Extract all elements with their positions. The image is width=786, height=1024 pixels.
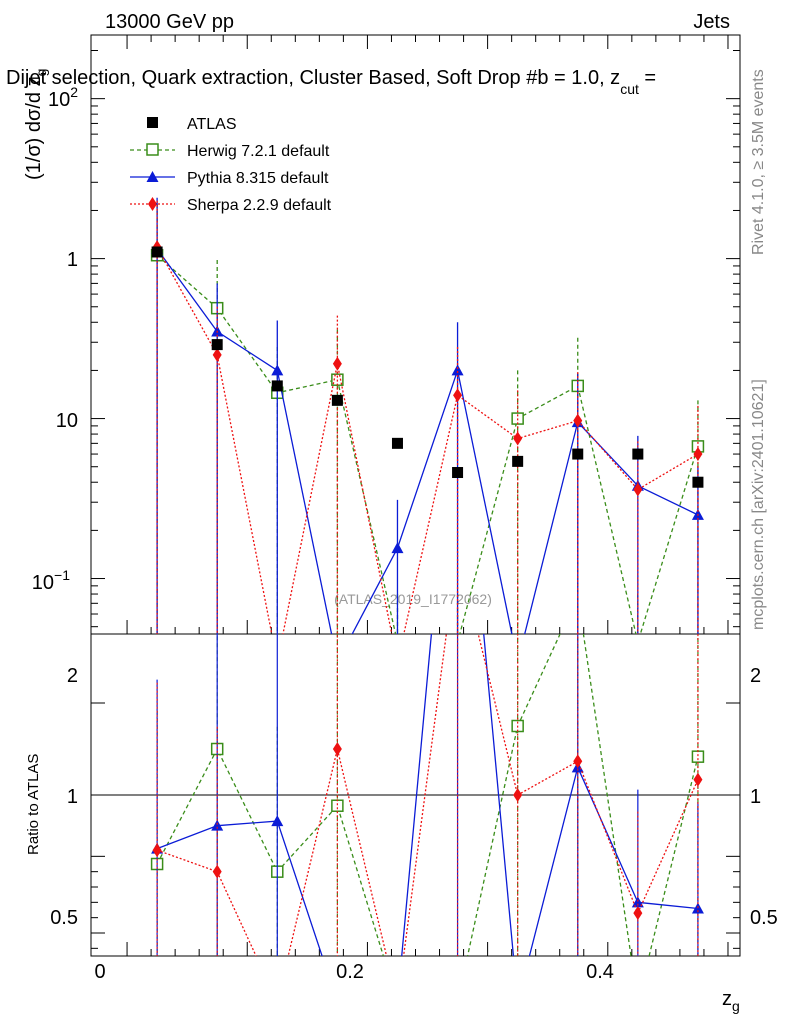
atlas-point — [512, 455, 524, 467]
legend-label-sherpa: Sherpa 2.2.9 default — [187, 197, 332, 214]
pythia-ratio-point — [391, 996, 403, 1007]
herwig-point — [392, 637, 403, 648]
sherpa-ratio-point — [513, 788, 523, 802]
sherpa-point — [212, 347, 222, 362]
atlas-point — [572, 448, 584, 460]
x-tick-label-1: 0.2 — [336, 961, 364, 983]
legend: ATLAS Herwig 7.2.1 default Pythia 8.315 … — [130, 116, 332, 214]
legend-marker-sherpa — [148, 197, 157, 211]
legend-marker-pythia — [146, 171, 159, 182]
pythia-ratio-point — [512, 996, 524, 1007]
x-tick-label-2: 0.4 — [586, 961, 614, 983]
legend-marker-herwig — [146, 143, 159, 156]
atlas-point — [211, 339, 223, 351]
analysis-watermark: (ATLAS_2019_I1772062) — [334, 591, 492, 607]
pythia-point — [271, 364, 284, 376]
energy-label: 13000 GeV pp — [105, 11, 234, 33]
pythia-ratio-point — [271, 815, 284, 827]
herwig-point — [632, 637, 643, 648]
pythia-point — [391, 542, 404, 554]
sherpa-line — [156, 246, 699, 634]
sherpa-ratio-point — [332, 742, 342, 756]
sherpa-ratio-point — [273, 995, 282, 1009]
ratio-tick-label-0p5: 0.5 — [50, 907, 78, 929]
sherpa-ratio-point — [573, 754, 583, 769]
sherpa-ratio-point — [212, 864, 222, 879]
atlas-point — [692, 476, 704, 488]
sherpa-point — [393, 655, 402, 669]
sherpa-point — [693, 447, 703, 462]
herwig-line — [156, 254, 699, 634]
series-layer — [150, 197, 705, 1009]
herwig-ratio-point — [392, 997, 403, 1008]
axis-ticks — [91, 35, 740, 956]
atlas-point — [452, 467, 464, 479]
ratio-tick-label-1-right: 1 — [750, 786, 761, 808]
y-tick-label-10: 1 — [67, 249, 78, 271]
process-label: Jets — [693, 11, 730, 33]
sherpa-point — [513, 431, 523, 446]
ratio-tick-label-2-right: 2 — [750, 665, 761, 687]
legend-label-herwig: Herwig 7.2.1 default — [187, 143, 330, 160]
sherpa-point — [453, 388, 463, 403]
ratio-axis-title: Ratio to ATLAS — [25, 754, 42, 855]
sherpa-ratio-point — [693, 772, 703, 787]
x-axis-title: zg — [722, 988, 740, 1014]
sherpa-ratio-point — [152, 843, 162, 858]
atlas-point — [271, 380, 283, 392]
atlas-point — [632, 448, 644, 460]
pythia-line — [156, 248, 699, 634]
pythia-point — [451, 364, 464, 376]
legend-marker-atlas — [147, 117, 158, 128]
mcplots-label: mcplots.cern.ch [arXiv:2401.10621] — [750, 379, 767, 630]
atlas-point — [331, 394, 343, 406]
legend-label-atlas: ATLAS — [187, 116, 237, 133]
sherpa-point — [633, 482, 643, 497]
rivet-version-label: Rivet 4.1.0, ≥ 3.5M events — [750, 69, 767, 255]
herwig-ratio-point — [691, 750, 705, 763]
pythia-ratio-point — [331, 996, 343, 1007]
sherpa-ratio-point — [633, 906, 643, 921]
ratio-tick-label-2: 2 — [67, 665, 78, 687]
plot-title: Dijet selection, Quark extraction, Clust… — [6, 67, 656, 97]
pythia-ratio-point — [211, 819, 224, 831]
herwig-ratio-line — [156, 634, 699, 956]
ratio-tick-label-1: 1 — [67, 786, 78, 808]
herwig-ratio-point — [331, 799, 344, 812]
sherpa-point — [573, 413, 583, 428]
y-axis-title: (1/σ) dσ/d zg — [23, 69, 49, 180]
y-tick-label-1: 10 — [56, 410, 78, 432]
herwig-ratio-point — [452, 997, 463, 1008]
pythia-ratio-line — [156, 634, 699, 956]
main-panel-series — [150, 197, 705, 669]
ratio-tick-label-0p5-right: 0.5 — [750, 907, 778, 929]
y-tick-label-100: 102 — [48, 84, 78, 111]
sherpa-ratio-line — [156, 634, 699, 956]
atlas-point — [391, 437, 403, 449]
ratio-panel-series — [150, 634, 705, 1009]
atlas-point — [151, 246, 163, 258]
herwig-ratio-point — [632, 997, 643, 1008]
sherpa-ratio-point — [393, 995, 402, 1009]
y-tick-label-0p1: 10−1 — [32, 567, 70, 594]
pythia-ratio-point — [631, 896, 644, 908]
x-tick-label-0: 0 — [94, 961, 105, 983]
sherpa-point — [332, 356, 342, 371]
legend-label-pythia: Pythia 8.315 default — [187, 170, 329, 187]
